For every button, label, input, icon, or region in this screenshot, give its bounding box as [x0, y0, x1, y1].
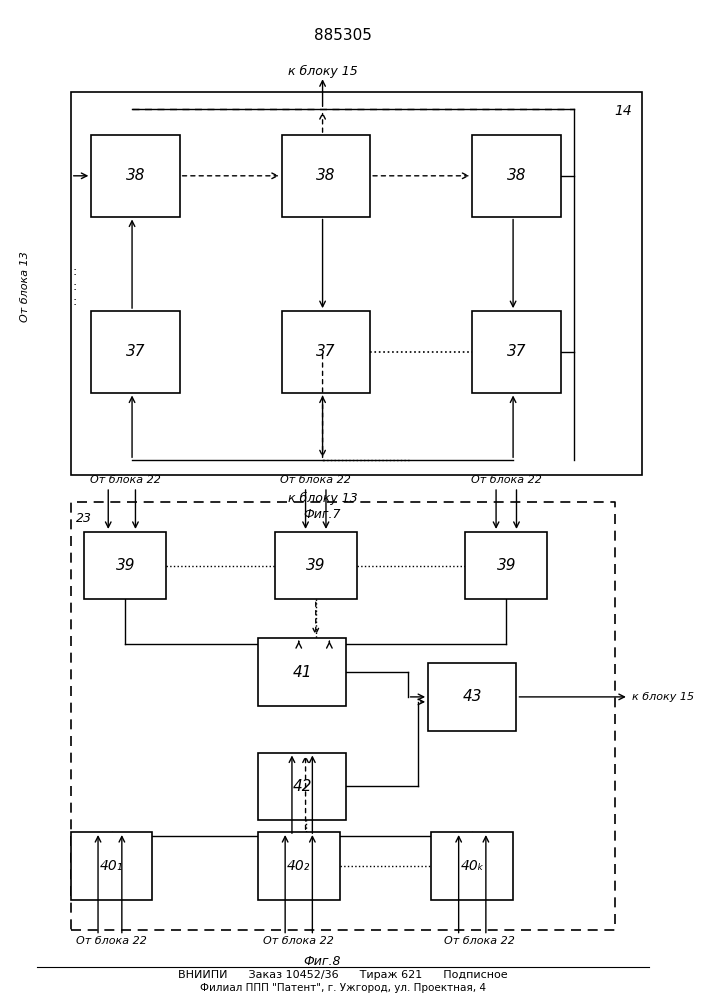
Bar	[91, 135, 180, 217]
Text: От блока 13: От блока 13	[21, 251, 30, 322]
Text: 43: 43	[462, 689, 482, 704]
Text: 38: 38	[316, 168, 336, 183]
Bar	[472, 311, 561, 393]
Bar	[282, 135, 370, 217]
Text: 37: 37	[507, 344, 526, 359]
Text: 37: 37	[316, 344, 336, 359]
Text: ВНИИПИ      Заказ 10452/36      Тираж 621      Подписное: ВНИИПИ Заказ 10452/36 Тираж 621 Подписно…	[178, 970, 508, 980]
Text: 23: 23	[76, 512, 92, 525]
Text: к блоку 15: к блоку 15	[288, 65, 358, 78]
Bar	[282, 311, 370, 393]
Text: к блоку 13: к блоку 13	[288, 492, 358, 505]
Text: Фиг.7: Фиг.7	[304, 508, 341, 521]
Text: 39: 39	[496, 558, 516, 573]
Text: Филиал ППП "Патент", г. Ужгород, ул. Проектная, 4: Филиал ППП "Патент", г. Ужгород, ул. Про…	[200, 983, 486, 993]
Text: 14: 14	[614, 104, 632, 118]
Text: 37: 37	[126, 344, 145, 359]
Bar	[275, 532, 356, 599]
Text: 40₁: 40₁	[100, 859, 123, 873]
Bar	[71, 92, 643, 475]
Text: 39: 39	[306, 558, 325, 573]
Bar	[428, 663, 517, 731]
Text: к блоку 15: к блоку 15	[632, 692, 694, 702]
Text: 40ₖ: 40ₖ	[460, 859, 484, 873]
Text: От блока 22: От блока 22	[471, 475, 542, 485]
Text: От блока 22: От блока 22	[281, 475, 351, 485]
Text: От блока 22: От блока 22	[76, 936, 147, 946]
Bar	[472, 135, 561, 217]
Text: 39: 39	[115, 558, 135, 573]
Text: От блока 22: От блока 22	[90, 475, 160, 485]
Bar	[91, 311, 180, 393]
Bar	[71, 832, 153, 900]
Bar	[258, 832, 339, 900]
Text: 38: 38	[126, 168, 145, 183]
Bar	[465, 532, 547, 599]
Text: От блока 22: От блока 22	[443, 936, 515, 946]
Text: 41: 41	[293, 665, 312, 680]
Bar	[258, 638, 346, 706]
Text: 885305: 885305	[314, 28, 372, 43]
Text: 40₂: 40₂	[287, 859, 310, 873]
Text: 38: 38	[507, 168, 526, 183]
Text: Фиг.8: Фиг.8	[304, 955, 341, 968]
Bar	[84, 532, 166, 599]
Text: 42: 42	[293, 779, 312, 794]
Bar	[431, 832, 513, 900]
Text: :
:
:: : : :	[72, 265, 76, 308]
Bar	[258, 753, 346, 820]
Text: От блока 22: От блока 22	[263, 936, 334, 946]
